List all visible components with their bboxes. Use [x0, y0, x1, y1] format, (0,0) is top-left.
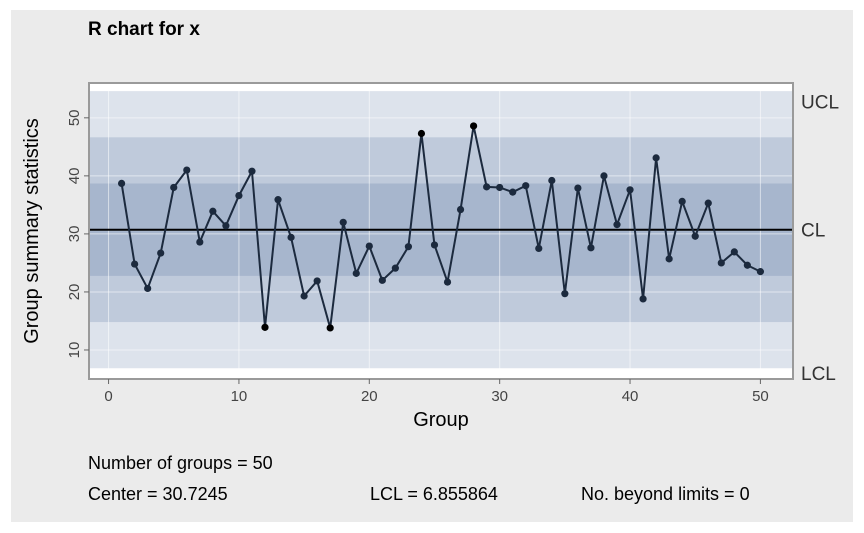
plot-border: [88, 82, 794, 380]
data-point-1: [117, 179, 126, 188]
y-axis-label: Group summary statistics: [21, 118, 43, 344]
data-point-26: [443, 278, 452, 286]
series-line: [120, 125, 761, 329]
data-point-8: [209, 207, 217, 215]
data-point-48: [730, 248, 738, 256]
chart-title: R chart for x: [88, 19, 200, 40]
data-point-11: [248, 167, 256, 175]
data-point-14: [287, 233, 295, 241]
y-tick-label-50: 50: [66, 109, 83, 126]
data-point-40: [626, 186, 634, 194]
limit-label-cl: CL: [801, 221, 825, 242]
data-point-20: [365, 242, 373, 250]
data-point-6: [183, 166, 191, 174]
data-point-10: [235, 191, 243, 200]
data-point-31: [509, 188, 517, 196]
data-point-46: [704, 199, 712, 207]
data-point-9: [222, 222, 230, 230]
y-tick-label-10: 10: [66, 342, 83, 359]
data-point-45: [691, 232, 699, 240]
data-point-29: [483, 183, 491, 191]
x-tick-label-30: 30: [491, 388, 508, 405]
data-point-50: [756, 268, 765, 276]
data-point-30: [496, 183, 504, 192]
x-tick-label-10: 10: [231, 388, 248, 405]
data-point-44: [678, 197, 686, 205]
data-point-25: [430, 241, 439, 249]
data-point-15: [300, 292, 308, 300]
data-point-13: [274, 196, 282, 204]
data-point-38: [600, 172, 608, 180]
data-point-19: [352, 269, 360, 277]
data-point-36: [574, 184, 582, 192]
y-tick-label-20: 20: [66, 284, 83, 301]
data-point-32: [522, 182, 530, 190]
data-point-2: [131, 260, 139, 268]
data-point-27: [456, 205, 465, 214]
data-point-28: [469, 122, 478, 130]
data-point-33: [535, 244, 543, 253]
data-point-35: [561, 290, 569, 298]
lcl-value: LCL = 6.855864: [370, 484, 498, 504]
data-point-42: [652, 154, 660, 162]
x-axis-label: Group: [413, 409, 469, 431]
data-point-22: [391, 264, 399, 272]
data-point-18: [339, 218, 347, 226]
data-point-41: [639, 295, 647, 303]
limit-label-ucl: UCL: [801, 93, 839, 114]
number-of-groups: Number of groups = 50: [88, 453, 273, 473]
data-point-47: [717, 259, 725, 267]
data-point-4: [157, 249, 165, 257]
data-point-7: [196, 238, 204, 246]
x-tick-label-20: 20: [361, 388, 378, 405]
data-point-12: [261, 323, 269, 331]
limit-label-lcl: LCL: [801, 364, 836, 385]
x-tick-label-40: 40: [622, 388, 639, 405]
data-point-24: [417, 129, 426, 138]
y-tick-label-40: 40: [66, 168, 83, 185]
beyond-limits: No. beyond limits = 0: [581, 484, 750, 504]
y-tick-label-30: 30: [66, 226, 83, 243]
data-point-43: [665, 255, 673, 263]
data-point-39: [613, 221, 621, 229]
data-point-34: [548, 176, 556, 185]
x-tick-label-50: 50: [752, 388, 769, 405]
data-point-17: [326, 324, 334, 332]
data-point-5: [170, 183, 178, 192]
data-point-21: [378, 276, 386, 284]
data-point-23: [404, 243, 413, 251]
data-point-3: [144, 284, 152, 293]
center-value: Center = 30.7245: [88, 484, 228, 504]
data-point-49: [743, 261, 751, 269]
data-point-16: [313, 277, 321, 285]
data-point-37: [587, 244, 595, 252]
x-tick-label-0: 0: [104, 388, 112, 405]
